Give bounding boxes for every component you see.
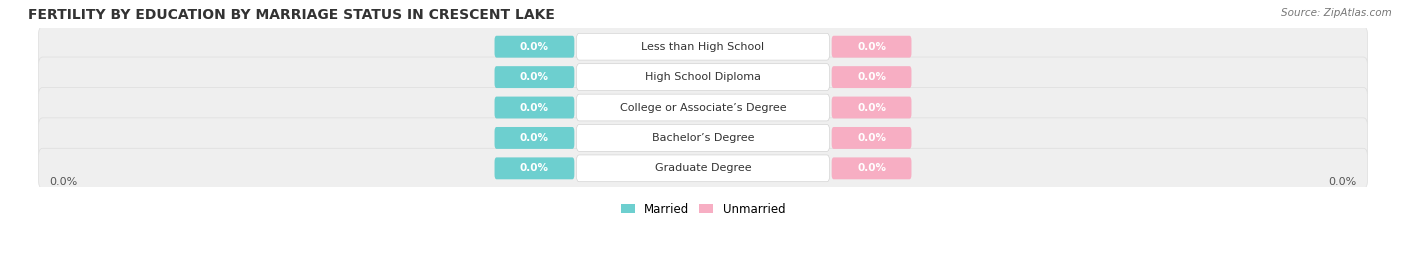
Text: 0.0%: 0.0% (858, 102, 886, 112)
Text: Bachelor’s Degree: Bachelor’s Degree (652, 133, 754, 143)
Text: Source: ZipAtlas.com: Source: ZipAtlas.com (1281, 8, 1392, 18)
Text: 0.0%: 0.0% (520, 163, 548, 173)
FancyBboxPatch shape (495, 66, 574, 88)
Text: 0.0%: 0.0% (1329, 177, 1357, 187)
Text: High School Diploma: High School Diploma (645, 72, 761, 82)
FancyBboxPatch shape (832, 66, 911, 88)
Text: 0.0%: 0.0% (520, 72, 548, 82)
FancyBboxPatch shape (38, 87, 1368, 128)
FancyBboxPatch shape (38, 148, 1368, 188)
FancyBboxPatch shape (576, 33, 830, 60)
FancyBboxPatch shape (832, 157, 911, 179)
Text: 0.0%: 0.0% (858, 42, 886, 52)
FancyBboxPatch shape (495, 157, 574, 179)
Text: 0.0%: 0.0% (858, 163, 886, 173)
FancyBboxPatch shape (576, 94, 830, 121)
FancyBboxPatch shape (832, 36, 911, 58)
Text: Graduate Degree: Graduate Degree (655, 163, 751, 173)
Text: 0.0%: 0.0% (520, 133, 548, 143)
Text: 0.0%: 0.0% (520, 42, 548, 52)
FancyBboxPatch shape (832, 127, 911, 149)
FancyBboxPatch shape (495, 97, 574, 118)
Text: 0.0%: 0.0% (858, 72, 886, 82)
FancyBboxPatch shape (495, 36, 574, 58)
Text: FERTILITY BY EDUCATION BY MARRIAGE STATUS IN CRESCENT LAKE: FERTILITY BY EDUCATION BY MARRIAGE STATU… (28, 8, 555, 22)
FancyBboxPatch shape (38, 118, 1368, 158)
FancyBboxPatch shape (38, 57, 1368, 97)
Text: 0.0%: 0.0% (858, 133, 886, 143)
FancyBboxPatch shape (38, 27, 1368, 67)
FancyBboxPatch shape (576, 125, 830, 151)
FancyBboxPatch shape (576, 64, 830, 90)
Text: 0.0%: 0.0% (520, 102, 548, 112)
Text: 0.0%: 0.0% (49, 177, 77, 187)
Legend: Married, Unmarried: Married, Unmarried (616, 198, 790, 220)
FancyBboxPatch shape (495, 127, 574, 149)
Text: College or Associate’s Degree: College or Associate’s Degree (620, 102, 786, 112)
FancyBboxPatch shape (832, 97, 911, 118)
Text: Less than High School: Less than High School (641, 42, 765, 52)
FancyBboxPatch shape (576, 155, 830, 182)
